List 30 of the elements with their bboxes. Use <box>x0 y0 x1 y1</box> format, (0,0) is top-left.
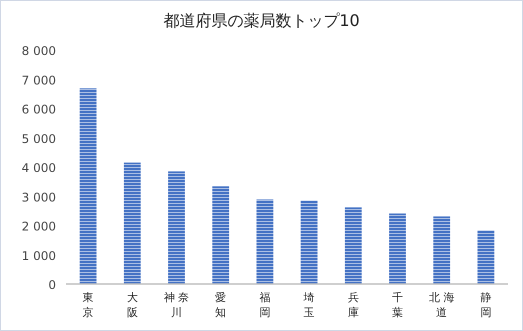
bar <box>80 88 96 284</box>
y-tick-label: 7 000 <box>22 73 56 88</box>
bar <box>168 171 185 284</box>
bar <box>212 186 230 284</box>
x-tick-label: 静岡 <box>480 291 492 319</box>
y-tick-label: 4 000 <box>22 161 56 175</box>
x-tick-label: 兵庫 <box>348 291 359 319</box>
chart-title: 都道府県の薬局数トップ10 <box>163 11 360 30</box>
bar <box>300 200 318 284</box>
bar <box>389 214 406 284</box>
bar <box>256 199 274 284</box>
y-tick-label: 0 <box>48 278 56 292</box>
y-tick-label: 5 000 <box>22 132 56 146</box>
y-tick-label: 8 000 <box>22 44 56 58</box>
x-tick-label: 福岡 <box>259 291 270 319</box>
x-tick-label: 神 奈川 <box>164 291 190 319</box>
x-tick-label: 愛知 <box>215 291 226 319</box>
bar <box>124 162 141 284</box>
bar <box>344 207 362 284</box>
bar <box>478 230 494 284</box>
x-tick-label: 大阪 <box>126 291 138 319</box>
x-tick-label: 埼玉 <box>302 291 315 319</box>
y-tick-label: 2 000 <box>22 220 56 234</box>
y-tick-label: 1 000 <box>22 248 56 263</box>
x-tick-label: 北 海道 <box>428 291 454 319</box>
bar <box>433 216 450 284</box>
x-tick-label: 千葉 <box>392 291 403 319</box>
y-tick-label: 6 000 <box>22 102 56 116</box>
x-tick-label: 東京 <box>82 291 94 319</box>
y-tick-label: 3 000 <box>22 190 56 204</box>
